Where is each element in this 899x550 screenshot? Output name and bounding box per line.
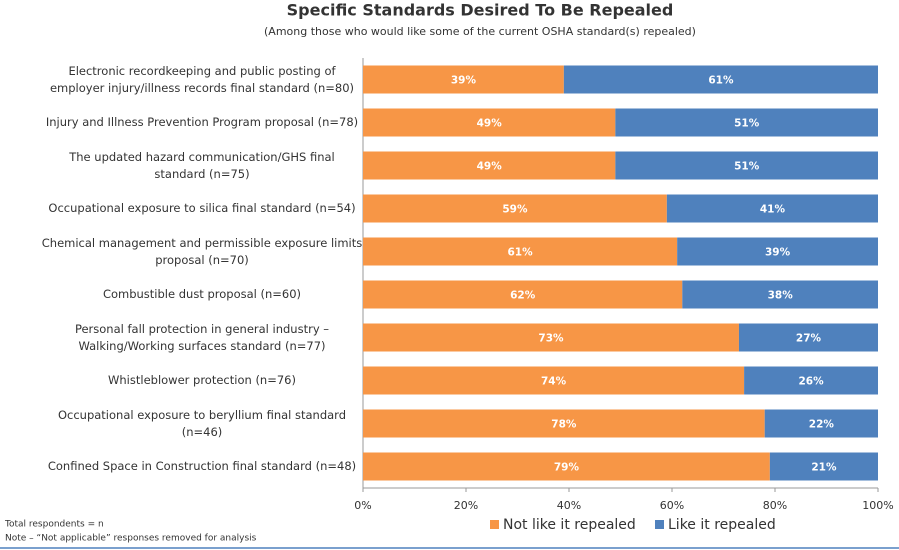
value-label: 73% xyxy=(538,333,564,345)
bar-segment xyxy=(363,194,667,223)
bar-segment xyxy=(744,366,878,395)
legend-swatch xyxy=(490,520,499,529)
bar-segment xyxy=(677,237,878,266)
value-label: 78% xyxy=(551,419,577,431)
value-label: 51% xyxy=(734,118,760,130)
category-label: Confined Space in Construction final sta… xyxy=(48,459,356,473)
category-label: Chemical management and permissible expo… xyxy=(42,236,362,267)
value-label: 22% xyxy=(809,419,835,431)
bar-segment xyxy=(682,280,878,309)
category-label: Occupational exposure to silica final st… xyxy=(48,201,355,215)
bar-segment xyxy=(363,108,616,137)
bar-segment xyxy=(363,237,678,266)
value-label: 59% xyxy=(502,204,528,216)
legend-label: Like it repealed xyxy=(668,517,776,533)
x-tick-label: 80% xyxy=(763,499,787,512)
value-label: 79% xyxy=(554,462,580,474)
value-label: 51% xyxy=(734,161,760,173)
category-label: Injury and Illness Prevention Program pr… xyxy=(46,115,358,129)
value-label: 26% xyxy=(798,376,824,388)
bar-segment xyxy=(363,409,765,438)
bar-segment xyxy=(363,280,683,309)
bar-segment xyxy=(615,151,878,180)
value-label: 49% xyxy=(477,118,503,130)
chart-subtitle: (Among those who would like some of the … xyxy=(264,25,696,38)
value-label: 74% xyxy=(541,376,567,388)
value-label: 62% xyxy=(510,290,536,302)
value-label: 21% xyxy=(811,462,837,474)
value-label: 39% xyxy=(451,75,477,87)
footnote: Total respondents = n xyxy=(4,520,104,530)
bar-segment xyxy=(615,108,878,137)
category-label: Occupational exposure to beryllium final… xyxy=(58,408,346,439)
bar-segment xyxy=(563,65,878,94)
bar-segment xyxy=(363,65,564,94)
category-label: The updated hazard communication/GHS fin… xyxy=(68,150,335,181)
bar-segment xyxy=(666,194,878,223)
value-label: 61% xyxy=(508,247,534,259)
value-label: 61% xyxy=(708,75,734,87)
bar-segment xyxy=(363,323,739,352)
legend-label: Not like it repealed xyxy=(503,517,636,533)
bar-segment xyxy=(363,452,770,481)
category-label: Personal fall protection in general indu… xyxy=(75,322,329,353)
bar-segment xyxy=(363,366,745,395)
value-label: 49% xyxy=(477,161,503,173)
value-label: 38% xyxy=(768,290,794,302)
x-tick-label: 60% xyxy=(660,499,684,512)
category-label: Whistleblower protection (n=76) xyxy=(108,373,296,387)
value-label: 27% xyxy=(796,333,822,345)
category-label: Electronic recordkeeping and public post… xyxy=(50,64,354,95)
category-label: Combustible dust proposal (n=60) xyxy=(103,287,301,301)
x-tick-label: 40% xyxy=(557,499,581,512)
x-tick-label: 0% xyxy=(354,499,371,512)
chart-title: Specific Standards Desired To Be Repeale… xyxy=(287,1,674,20)
bar-segment xyxy=(769,452,878,481)
bar-segment xyxy=(363,151,616,180)
bar-segment xyxy=(764,409,878,438)
x-tick-label: 20% xyxy=(454,499,478,512)
legend-swatch xyxy=(655,520,664,529)
footnote: Note – “Not applicable” responses remove… xyxy=(5,534,257,544)
x-tick-label: 100% xyxy=(862,499,893,512)
bar-segment xyxy=(738,323,878,352)
value-label: 41% xyxy=(760,204,786,216)
value-label: 39% xyxy=(765,247,791,259)
